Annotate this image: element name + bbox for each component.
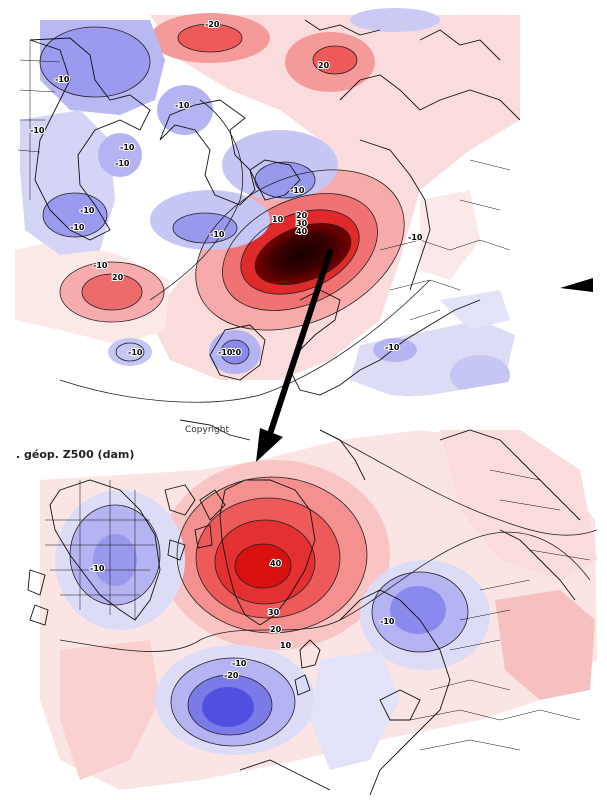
- contour-label: -10: [115, 159, 130, 168]
- contour-label: 20: [230, 348, 242, 357]
- contour-label: 20: [296, 211, 308, 220]
- contour-label: 40: [270, 559, 282, 568]
- panel-corner-marker: [560, 278, 593, 292]
- contour-label: -10: [93, 261, 108, 270]
- contour-label: -10: [290, 186, 305, 195]
- contour-label: -10: [218, 348, 233, 357]
- contour-label: -10: [30, 126, 45, 135]
- contour-label: -10: [70, 223, 85, 232]
- contour-label: -10: [232, 659, 247, 668]
- map-caption: . géop. Z500 (dam): [16, 448, 134, 461]
- contour-label: -10: [55, 75, 70, 84]
- contour-label: 30: [268, 608, 280, 617]
- contour-label: 30: [296, 219, 308, 228]
- contour-label: -10: [90, 564, 105, 573]
- top-contour-labels: -20 20 -10 -10 -10 -10 -10 -10 -10 -10 -…: [29, 19, 424, 358]
- bottom-panel-map: -10 40 30 20 10 -10 -10 -20: [15, 360, 598, 800]
- contour-label: -20: [205, 20, 220, 29]
- contour-label: -10: [385, 343, 400, 352]
- contour-label: 20: [112, 273, 124, 282]
- contour-label: -10: [120, 143, 135, 152]
- contour-label: -10: [210, 230, 225, 239]
- contour-label: 10: [272, 215, 284, 224]
- contour-label: -20: [224, 671, 239, 680]
- contour-label: -10: [80, 206, 95, 215]
- top-panel-map: -20 20 -10 -10 -10 -10 -10 -10 -10 -10 -…: [15, 8, 593, 445]
- contour-label: -10: [408, 233, 423, 242]
- contour-label: 20: [318, 61, 330, 70]
- contour-label: 20: [270, 625, 282, 634]
- copyright-notice: Copyright: [185, 425, 229, 435]
- bottom-contour-labels: -10 40 30 20 10 -10 -10 -20: [89, 558, 396, 681]
- contour-label: 10: [280, 641, 292, 650]
- contour-label: 40: [296, 227, 308, 236]
- contour-label: -10: [380, 617, 395, 626]
- arrow-down-icon: [256, 249, 333, 462]
- contour-label: -10: [175, 101, 190, 110]
- contour-label: -10: [128, 348, 143, 357]
